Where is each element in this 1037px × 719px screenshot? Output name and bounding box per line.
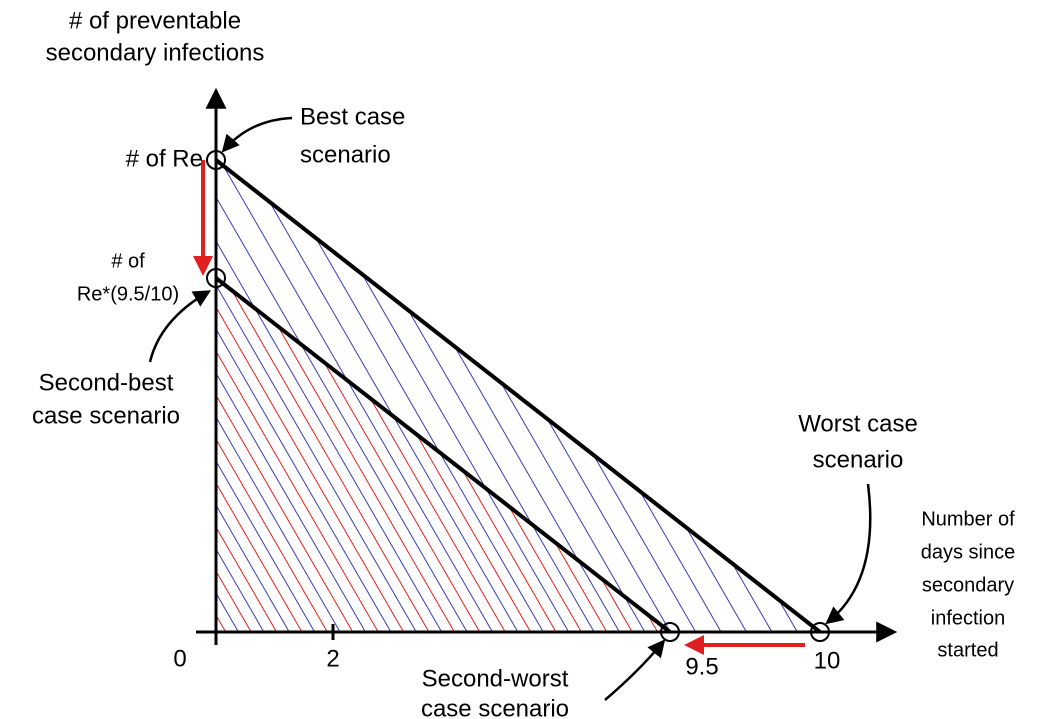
second-best-point	[206, 268, 226, 288]
best-annotation: scenario	[300, 141, 391, 168]
x-axis-label: secondary	[922, 574, 1014, 596]
best-annotation: Best case	[300, 103, 405, 130]
x-tick-label: 10	[814, 647, 841, 674]
best-line	[214, 158, 822, 634]
second-line	[214, 276, 672, 634]
worst-arrow	[825, 483, 872, 625]
best-arrow	[221, 116, 293, 153]
best-point	[206, 150, 226, 170]
second-best-annotation: Second-best	[39, 369, 174, 396]
x-tick-label: 0	[173, 645, 186, 672]
x-tick-label: 9.5	[685, 653, 718, 680]
second-worst-point	[660, 622, 680, 642]
second-best-value-label: Re*(9.5/10)	[77, 283, 179, 305]
x-axis-label: days since	[921, 541, 1016, 563]
y-axis-label: secondary infections	[46, 39, 265, 66]
second-worst-annotation: case scenario	[421, 695, 569, 719]
worst-point	[810, 622, 830, 642]
x-tick-label: 2	[326, 645, 339, 672]
x-axis-label: infection	[931, 607, 1006, 629]
second-best-arrow	[148, 290, 212, 363]
second-worst-arrow	[604, 639, 666, 701]
worst-annotation: Worst case	[798, 410, 918, 437]
second-worst-annotation: Second-worst	[422, 665, 569, 692]
worst-annotation: scenario	[813, 446, 904, 473]
second-best-value-label: # of	[111, 250, 145, 272]
y-axis-label: # of preventable	[69, 7, 241, 34]
x-axis-label: Number of	[921, 508, 1015, 530]
best-value-label: # of Re	[126, 145, 203, 172]
x-axis-label: started	[937, 639, 998, 661]
second-best-annotation: case scenario	[32, 402, 180, 429]
